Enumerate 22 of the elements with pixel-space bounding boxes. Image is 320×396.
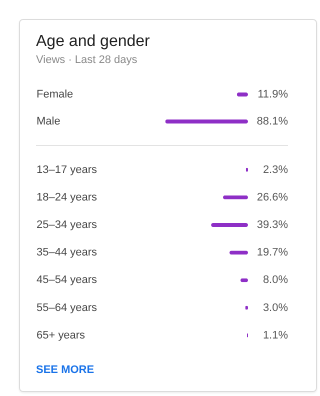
y-tick-label: 65+ years bbox=[36, 329, 86, 342]
y-tick-label: 45–54 years bbox=[36, 274, 98, 286]
chart-title: Age and gender bbox=[36, 33, 151, 50]
y-tick-label: Male bbox=[36, 116, 60, 128]
chart-subtitle: Views · Last 28 days bbox=[36, 54, 138, 66]
y-tick-label: 55–64 years bbox=[36, 302, 98, 314]
data-label: 1.1% bbox=[262, 329, 288, 342]
data-label: 39.3% bbox=[256, 218, 288, 231]
data-label: 8.0% bbox=[262, 274, 288, 286]
data-label: 19.7% bbox=[256, 246, 288, 259]
data-label: 88.1% bbox=[256, 116, 288, 128]
y-tick-label: 35–44 years bbox=[36, 246, 98, 259]
data-label: 11.9% bbox=[258, 88, 288, 100]
bar bbox=[211, 222, 248, 227]
data-label: 26.6% bbox=[256, 191, 288, 204]
y-tick-label: Female bbox=[36, 88, 74, 100]
y-tick-label: 25–34 years bbox=[36, 218, 98, 231]
data-label: 3.0% bbox=[262, 302, 288, 314]
data-label: 2.3% bbox=[262, 164, 288, 176]
text: SEE MORE bbox=[36, 364, 94, 376]
y-tick-label: 13–17 years bbox=[36, 164, 98, 176]
y-tick-label: 18–24 years bbox=[36, 191, 98, 204]
